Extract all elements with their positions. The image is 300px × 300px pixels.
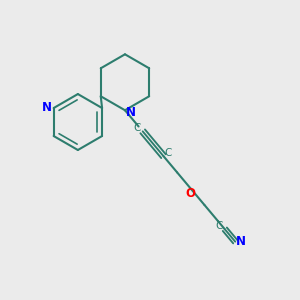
Text: C: C: [164, 148, 172, 158]
Text: O: O: [186, 188, 196, 200]
Text: N: N: [236, 235, 246, 248]
Text: N: N: [42, 101, 52, 114]
Text: C: C: [216, 221, 223, 231]
Text: C: C: [133, 123, 140, 134]
Text: N: N: [126, 106, 136, 119]
